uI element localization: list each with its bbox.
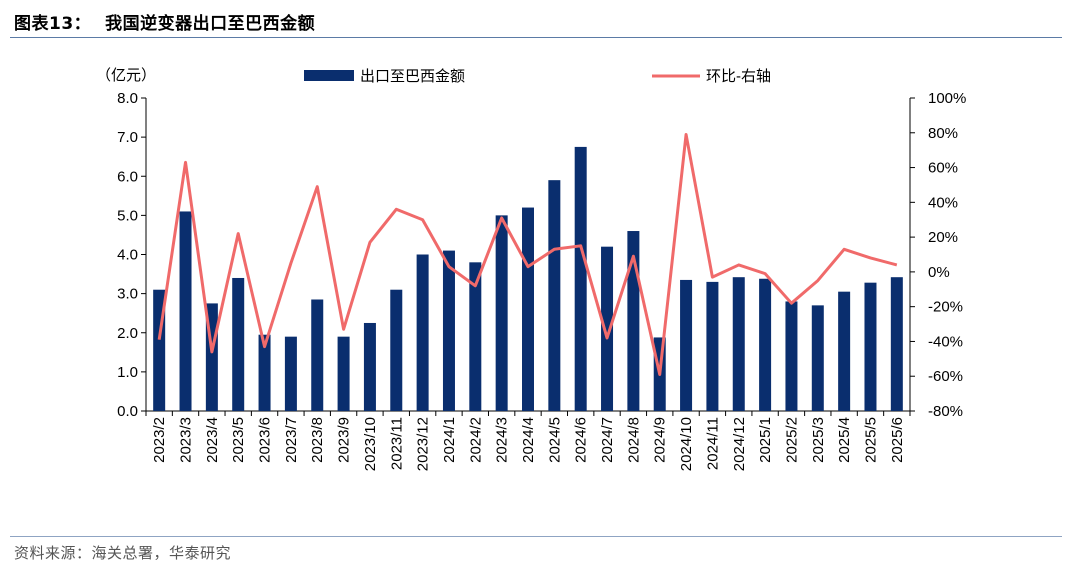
bar bbox=[864, 282, 877, 411]
y-left-tick-label: 3.0 bbox=[117, 286, 138, 303]
x-tick-label: 2023/6 bbox=[257, 417, 274, 463]
bar bbox=[442, 250, 455, 411]
x-tick-label: 2024/3 bbox=[494, 417, 511, 463]
figure-title-text: 我国逆变器出口至巴西金额 bbox=[105, 14, 316, 34]
bar bbox=[363, 322, 376, 411]
y-right-tick-label: -80% bbox=[928, 403, 963, 420]
x-tick-label: 2024/7 bbox=[599, 417, 616, 463]
x-tick-label: 2023/7 bbox=[283, 417, 300, 463]
bar-series bbox=[153, 146, 903, 411]
x-tick-label: 2025/6 bbox=[889, 417, 906, 463]
bar bbox=[258, 334, 271, 411]
y-left-tick-label: 8.0 bbox=[117, 90, 138, 107]
x-tick-label: 2024/8 bbox=[625, 417, 642, 463]
bar bbox=[759, 278, 772, 411]
bar bbox=[548, 180, 561, 411]
x-tick-label: 2025/3 bbox=[810, 417, 827, 463]
bar bbox=[890, 277, 903, 411]
x-tick-label: 2023/4 bbox=[204, 417, 221, 463]
x-tick-label: 2024/6 bbox=[573, 417, 590, 463]
bar bbox=[838, 291, 851, 411]
bar bbox=[811, 305, 824, 411]
legend-bar-swatch bbox=[304, 70, 354, 81]
x-tick-label: 2025/1 bbox=[757, 417, 774, 463]
bar bbox=[574, 146, 587, 411]
y-right-tick-label: 60% bbox=[928, 160, 958, 177]
bar bbox=[495, 215, 508, 411]
bar bbox=[416, 254, 429, 411]
y-right-tick-label: 100% bbox=[928, 90, 966, 107]
x-tick-label: 2025/5 bbox=[862, 417, 879, 463]
y-right-tick-label: 40% bbox=[928, 194, 958, 211]
bar bbox=[284, 336, 297, 411]
y-axis-left-unit: （亿元） bbox=[96, 67, 156, 84]
bar bbox=[469, 262, 482, 411]
x-tick-label: 2024/9 bbox=[652, 417, 669, 463]
legend-line-label: 环比-右轴 bbox=[706, 68, 771, 85]
y-right-tick-label: 80% bbox=[928, 125, 958, 142]
y-left-tick-label: 2.0 bbox=[117, 325, 138, 342]
y-left-tick-label: 7.0 bbox=[117, 129, 138, 146]
y-left-tick-label: 5.0 bbox=[117, 207, 138, 224]
y-right-tick-label: 20% bbox=[928, 229, 958, 246]
bar bbox=[706, 281, 719, 411]
line-series bbox=[157, 133, 898, 376]
y-right-tick-label: -40% bbox=[928, 333, 963, 350]
x-tick-label: 2024/11 bbox=[704, 417, 721, 470]
figure-number: 图表13： bbox=[14, 14, 92, 34]
y-right-tick-label: -60% bbox=[928, 368, 963, 385]
legend: 出口至巴西金额 环比-右轴 bbox=[304, 68, 771, 85]
x-tick-label: 2023/12 bbox=[415, 417, 432, 471]
x-tick-label: 2023/10 bbox=[362, 417, 379, 471]
x-tick-label: 2023/11 bbox=[388, 417, 405, 470]
legend-bar-label: 出口至巴西金额 bbox=[360, 68, 465, 85]
y-right-tick-label: -20% bbox=[928, 299, 963, 316]
x-tick-label: 2024/4 bbox=[520, 417, 537, 463]
x-tick-label: 2023/5 bbox=[230, 417, 247, 463]
figure-title: 图表13： 我国逆变器出口至巴西金额 bbox=[14, 9, 315, 34]
x-tick-label: 2025/4 bbox=[836, 417, 853, 463]
title-divider bbox=[10, 37, 1062, 38]
chart-axes: 0.0 1.0 2.0 3.0 4.0 5.0 6.0 7.0 8.0 -80% -60% -40% -… bbox=[117, 90, 966, 471]
y-left-tick-label: 1.0 bbox=[117, 364, 138, 381]
bar bbox=[179, 211, 192, 411]
y-right-tick-label: 0% bbox=[928, 264, 950, 281]
bar bbox=[522, 207, 534, 411]
x-tick-label: 2023/8 bbox=[309, 417, 326, 463]
source-divider bbox=[10, 536, 1062, 537]
bar bbox=[601, 246, 614, 411]
x-tick-label: 2024/5 bbox=[546, 417, 563, 463]
x-tick-label: 2024/10 bbox=[678, 417, 695, 471]
x-tick-label: 2024/12 bbox=[731, 417, 748, 471]
bar bbox=[785, 301, 798, 411]
x-tick-label: 2024/2 bbox=[467, 417, 484, 463]
bar bbox=[390, 289, 403, 411]
x-tick-label: 2023/9 bbox=[336, 417, 353, 463]
bar bbox=[232, 277, 245, 411]
y-left-tick-label: 4.0 bbox=[117, 247, 138, 264]
chart: 0.0 1.0 2.0 3.0 4.0 5.0 6.0 7.0 8.0 -80% -60% -40% -… bbox=[96, 67, 966, 471]
bar bbox=[680, 279, 693, 411]
x-tick-label: 2023/2 bbox=[151, 417, 168, 463]
x-tick-label: 2023/3 bbox=[178, 417, 195, 463]
bar bbox=[337, 336, 350, 411]
x-tick-label: 2025/2 bbox=[783, 417, 800, 463]
bar bbox=[732, 277, 745, 411]
bar bbox=[311, 299, 324, 411]
y-left-tick-label: 6.0 bbox=[117, 168, 138, 185]
y-left-tick-label: 0.0 bbox=[117, 403, 138, 420]
source-note: 资料来源：海关总署，华泰研究 bbox=[14, 544, 232, 562]
x-tick-label: 2024/1 bbox=[441, 417, 458, 463]
